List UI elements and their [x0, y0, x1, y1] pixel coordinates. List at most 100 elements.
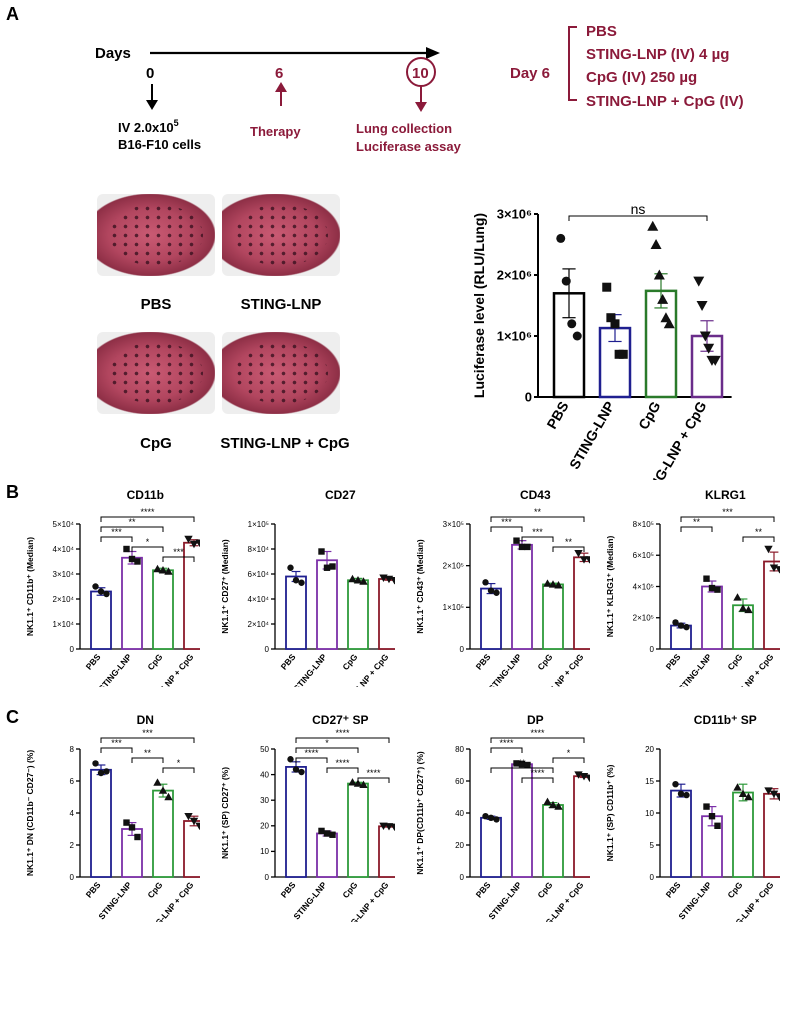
significance-bracket: [568, 215, 708, 221]
dp-chart: DP 0 20 40 60 80 NK1.1⁺ DP(CD11b⁺ CD27⁺) (%) PB…: [415, 713, 590, 922]
y-axis-label: NK1.1⁺ CD27⁺ (Median): [220, 539, 230, 634]
bar: [285, 766, 307, 878]
y-tick-label: 0: [650, 873, 655, 882]
y-axis-label: NK1.1⁺ KLRG1⁺ (Median): [605, 536, 615, 638]
category-label: CpG: [635, 398, 664, 432]
significance-label: ****: [366, 768, 381, 778]
y-tick-label: 5×10⁴: [53, 520, 75, 529]
significance-bracket: [490, 747, 523, 753]
significance-label: ***: [111, 738, 122, 748]
significance-label: ****: [530, 728, 545, 738]
data-point: [158, 566, 168, 574]
data-point: [775, 566, 780, 574]
chart-title: CD11b: [127, 488, 164, 502]
y-tick-label: 8×10⁴: [248, 545, 270, 554]
data-point: [764, 545, 773, 554]
data-point: [189, 540, 199, 549]
dn-chart: DN 0 2 4 6 8 NK1.1⁺ DN (CD11b⁻ CD27⁻) (%) PBS ST…: [25, 713, 200, 922]
data-point: [123, 545, 130, 553]
data-point: [693, 276, 705, 287]
significance-bracket: [552, 546, 585, 552]
data-point: [97, 588, 105, 595]
data-point: [518, 761, 526, 768]
significance-bracket: [162, 767, 195, 773]
significance-label: **: [565, 537, 573, 547]
data-point: [323, 830, 331, 837]
bar: [152, 789, 174, 878]
y-tick-label: 20: [645, 745, 654, 754]
significance-bracket: [131, 757, 164, 763]
category-label: STING-LNP: [291, 652, 328, 687]
data-point: [97, 769, 105, 777]
significance-label: ****: [335, 728, 350, 738]
significance-bracket: [742, 536, 775, 542]
significance-bracket: [295, 747, 359, 753]
data-point: [683, 791, 690, 799]
data-point: [158, 786, 168, 794]
y-tick-label: 50: [260, 745, 269, 754]
data-point: [647, 220, 659, 231]
data-point: [92, 583, 99, 590]
data-point: [359, 780, 368, 789]
significance-bracket: [490, 516, 585, 522]
significance-label: ****: [530, 768, 545, 778]
panel-c-label: C: [6, 707, 19, 727]
data-point: [650, 239, 662, 249]
klrg1-chart: KLRG1 0 2×10⁵ 4×10⁵ 6×10⁵ 8×10⁵ NK1.1⁺ KLRG1⁺ …: [605, 488, 780, 687]
day0-label: 0: [146, 65, 154, 82]
data-point: [663, 318, 675, 329]
bar: [542, 583, 564, 650]
data-point: [733, 783, 742, 791]
days-label: Days: [95, 45, 131, 62]
significance-bracket: [100, 516, 195, 522]
day10-note-line1: Lung collection: [356, 121, 452, 136]
data-point: [153, 778, 162, 786]
significance-bracket: [326, 767, 359, 773]
data-point: [128, 824, 136, 831]
data-point: [318, 827, 325, 835]
data-point: [733, 593, 742, 601]
significance-label: **: [518, 758, 526, 768]
category-label: PBS: [279, 652, 298, 672]
data-point: [703, 803, 710, 810]
y-tick-label: 4×10⁴: [248, 595, 270, 604]
data-point: [606, 313, 616, 323]
y-tick-label: 8×10⁵: [633, 520, 654, 529]
data-point: [493, 816, 500, 823]
y-tick-label: 6×10⁵: [633, 551, 654, 560]
significance-bracket: [490, 767, 554, 773]
bar: [90, 768, 112, 878]
cd27sp-chart: CD27⁺ SP 0 10 20 30 40 50 NK1.1⁺ (SP) CD27⁺ (%)…: [220, 713, 395, 922]
data-point: [579, 556, 589, 564]
data-point: [585, 774, 590, 782]
y-tick-label: 1×10⁵: [443, 603, 464, 612]
data-point: [184, 813, 193, 821]
data-point: [683, 623, 690, 631]
data-point: [738, 604, 748, 612]
significance-label: ****: [499, 738, 514, 748]
data-point: [677, 790, 685, 797]
y-tick-label: 0: [650, 645, 655, 654]
category-label: PBS: [474, 880, 493, 900]
significance-bracket: [295, 737, 390, 743]
y-tick-label: 3×10⁴: [53, 570, 75, 579]
category-label: PBS: [664, 652, 683, 672]
data-point: [543, 579, 552, 587]
data-point: [738, 789, 748, 797]
data-point: [554, 802, 563, 810]
significance-bracket: [552, 757, 585, 763]
y-tick-label: 2×10⁵: [633, 614, 654, 623]
significance-bracket: [490, 737, 585, 743]
y-axis-label: NK1.1⁺ CD43⁺ (Median): [415, 539, 425, 634]
chart-title: CD43: [520, 488, 551, 502]
significance-label: ***: [142, 728, 153, 738]
significance-label: *: [567, 748, 571, 758]
y-tick-label: 6: [70, 777, 75, 786]
y-axis-label: NK1.1⁺ (SP) CD27⁺ (%): [220, 767, 230, 859]
bar: [480, 587, 502, 650]
significance-label: ***: [501, 517, 512, 527]
data-point: [92, 760, 99, 767]
data-point: [567, 319, 577, 329]
bar: [347, 782, 369, 878]
data-point: [487, 814, 495, 821]
